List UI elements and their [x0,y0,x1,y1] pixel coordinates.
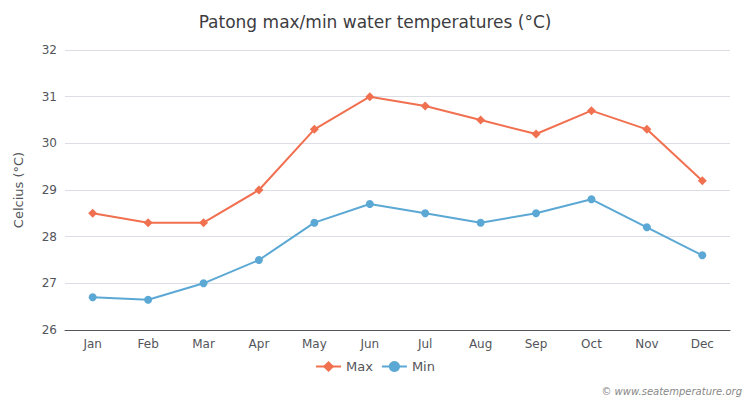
svg-text:26: 26 [42,323,57,337]
svg-text:32: 32 [42,43,57,57]
svg-text:Apr: Apr [249,337,270,351]
svg-text:Jun: Jun [359,337,379,351]
svg-text:29: 29 [42,183,57,197]
svg-text:Feb: Feb [138,337,159,351]
svg-text:28: 28 [42,230,57,244]
svg-text:Oct: Oct [581,337,602,351]
svg-text:Min: Min [412,359,435,374]
svg-text:Sep: Sep [525,337,548,351]
svg-text:27: 27 [42,276,57,290]
svg-text:Nov: Nov [635,337,658,351]
svg-text:Dec: Dec [691,337,714,351]
svg-text:Max: Max [346,359,373,374]
svg-text:31: 31 [42,90,57,104]
svg-text:Jul: Jul [417,337,432,351]
svg-text:Patong max/min water temperatu: Patong max/min water temperatures (°C) [199,12,552,32]
svg-text:Aug: Aug [469,337,492,351]
svg-text:May: May [302,337,327,351]
svg-text:Mar: Mar [192,337,215,351]
svg-text:Celcius (°C): Celcius (°C) [11,152,26,228]
svg-text:30: 30 [42,136,57,150]
svg-text:© www.seatemperature.org: © www.seatemperature.org [601,386,742,397]
svg-text:Jan: Jan [82,337,102,351]
